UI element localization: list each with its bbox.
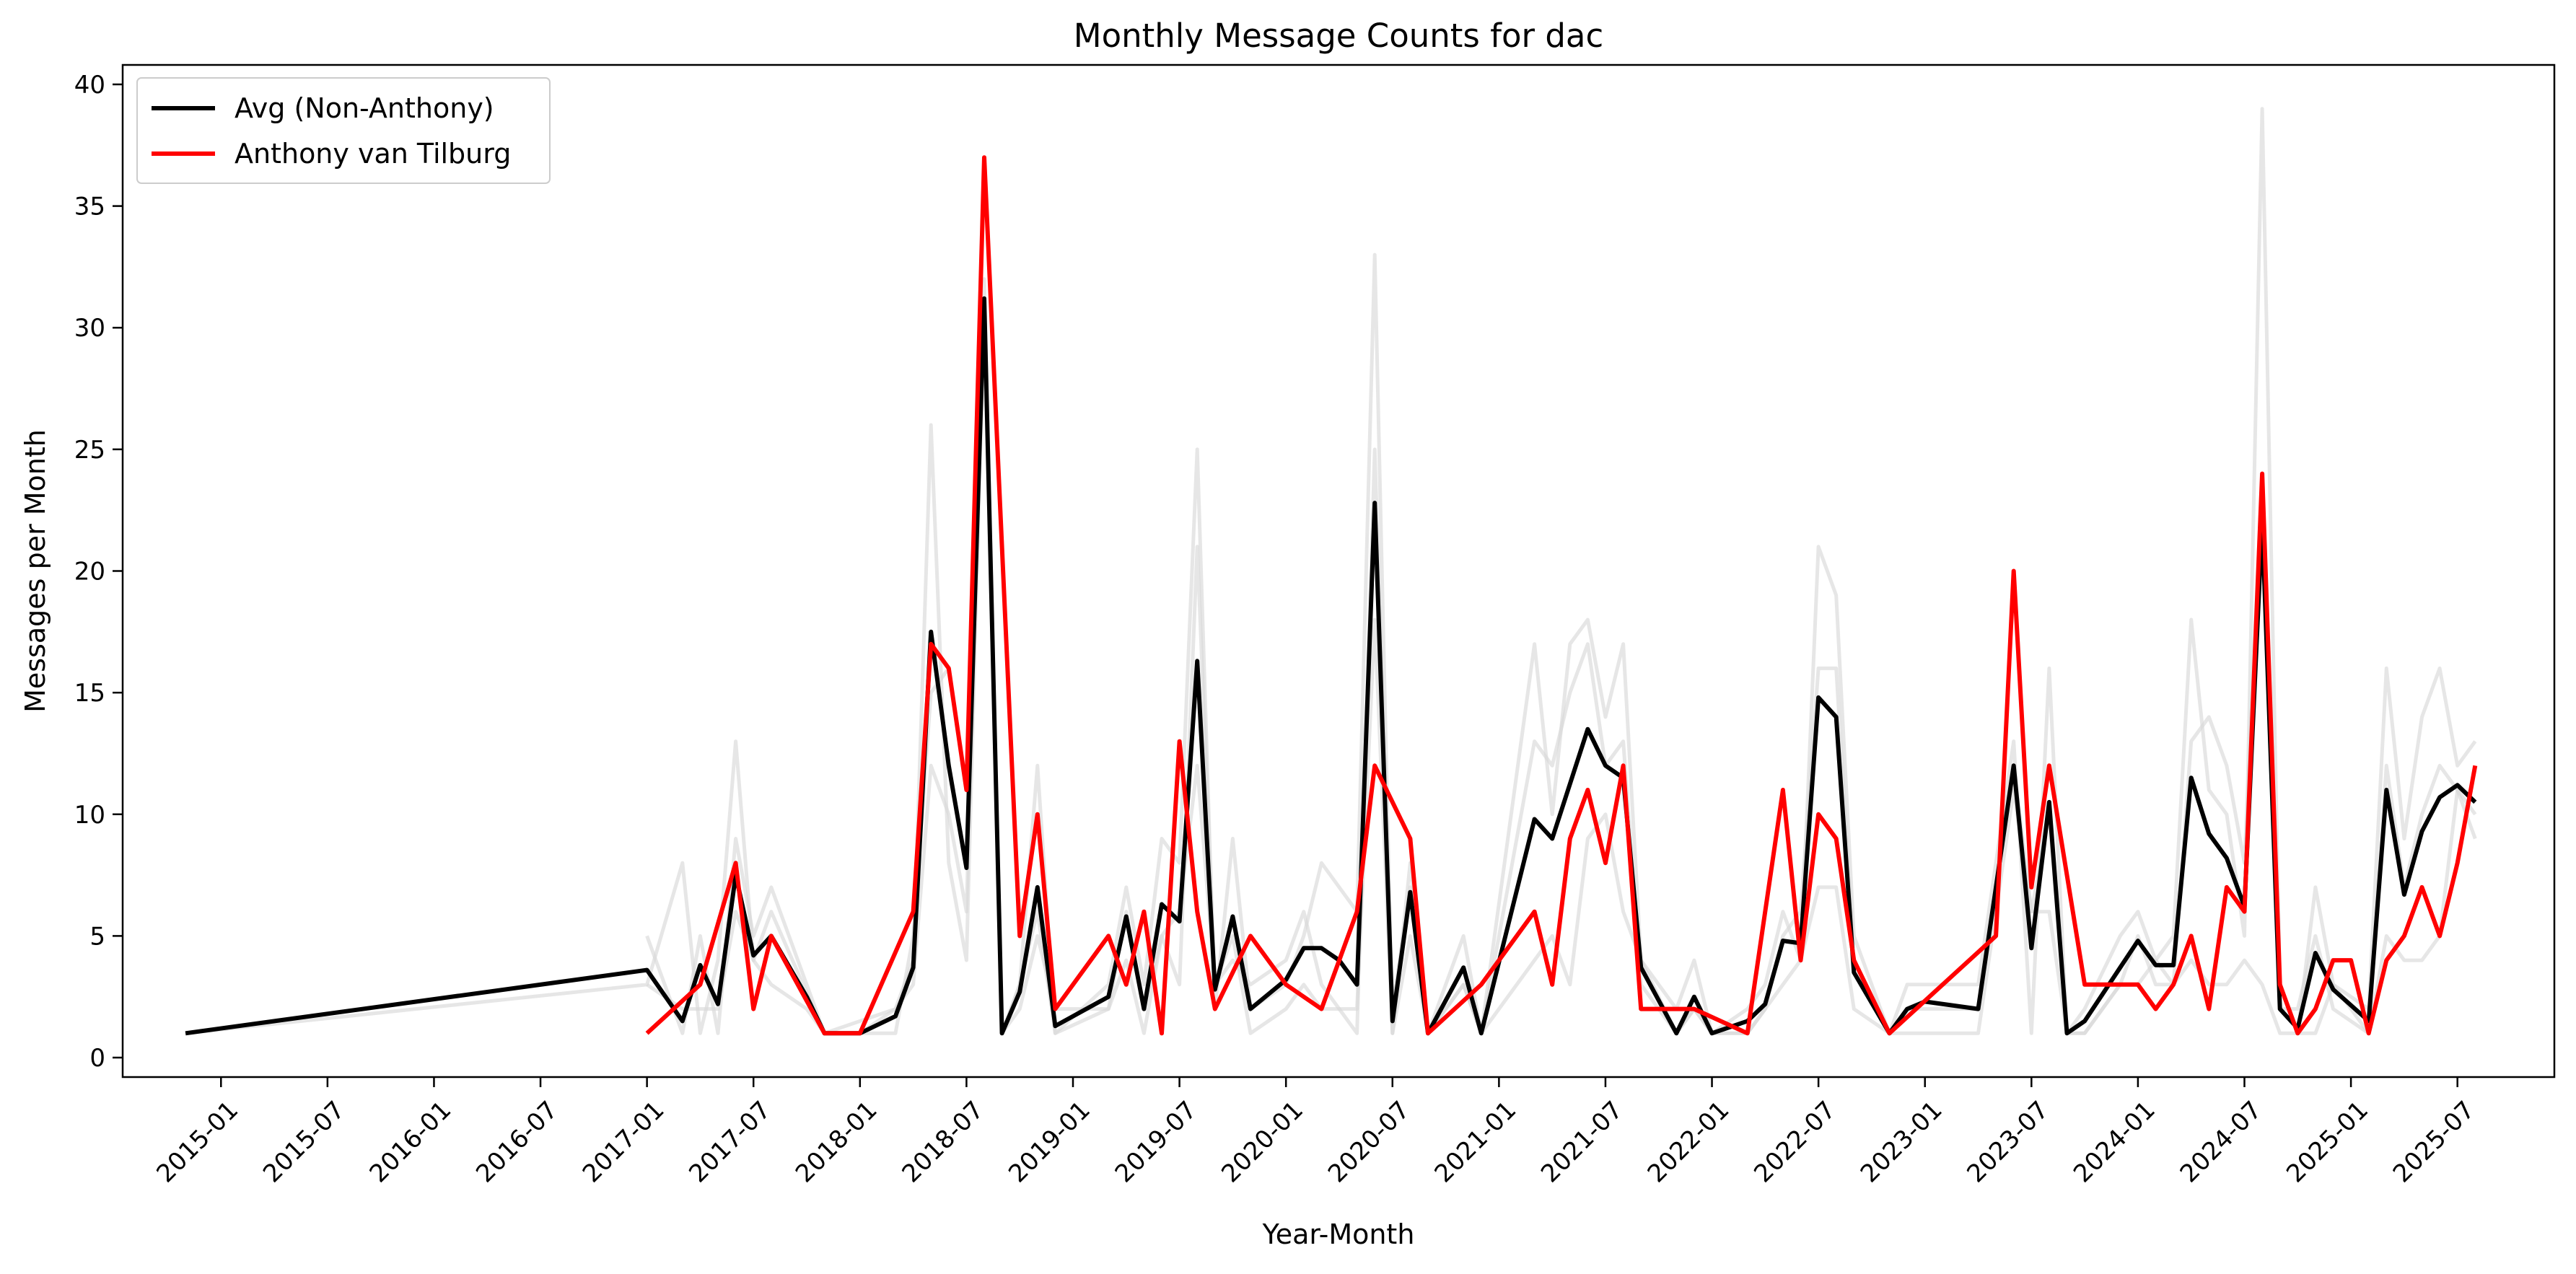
y-tick-label: 15 bbox=[74, 679, 105, 708]
legend-label-anthony: Anthony van Tilburg bbox=[235, 138, 511, 170]
series-layer bbox=[185, 155, 2478, 1036]
y-tick-label: 40 bbox=[74, 71, 105, 100]
anthony-series-line bbox=[645, 155, 2478, 1036]
chart-title: Monthly Message Counts for dac bbox=[1074, 17, 1603, 55]
y-tick-label: 10 bbox=[74, 801, 105, 830]
y-tick-label: 0 bbox=[89, 1044, 105, 1073]
avg-series-line bbox=[185, 296, 2477, 1036]
y-tick-label: 25 bbox=[74, 436, 105, 465]
legend: Avg (Non-Anthony) Anthony van Tilburg bbox=[136, 77, 551, 184]
y-tick-label: 30 bbox=[74, 314, 105, 343]
legend-box bbox=[136, 77, 551, 184]
y-tick-label: 20 bbox=[74, 558, 105, 587]
y-tick-label: 35 bbox=[74, 193, 105, 221]
y-tick-label: 5 bbox=[89, 922, 105, 951]
y-axis-label: Messages per Month bbox=[19, 429, 51, 713]
background-series-line-0 bbox=[185, 107, 2477, 1035]
y-axis-ticks: 0 5 10 15 20 25 30 35 40 bbox=[74, 71, 123, 1073]
x-axis-label: Year-Month bbox=[1262, 1218, 1415, 1250]
legend-label-avg: Avg (Non-Anthony) bbox=[235, 92, 494, 124]
